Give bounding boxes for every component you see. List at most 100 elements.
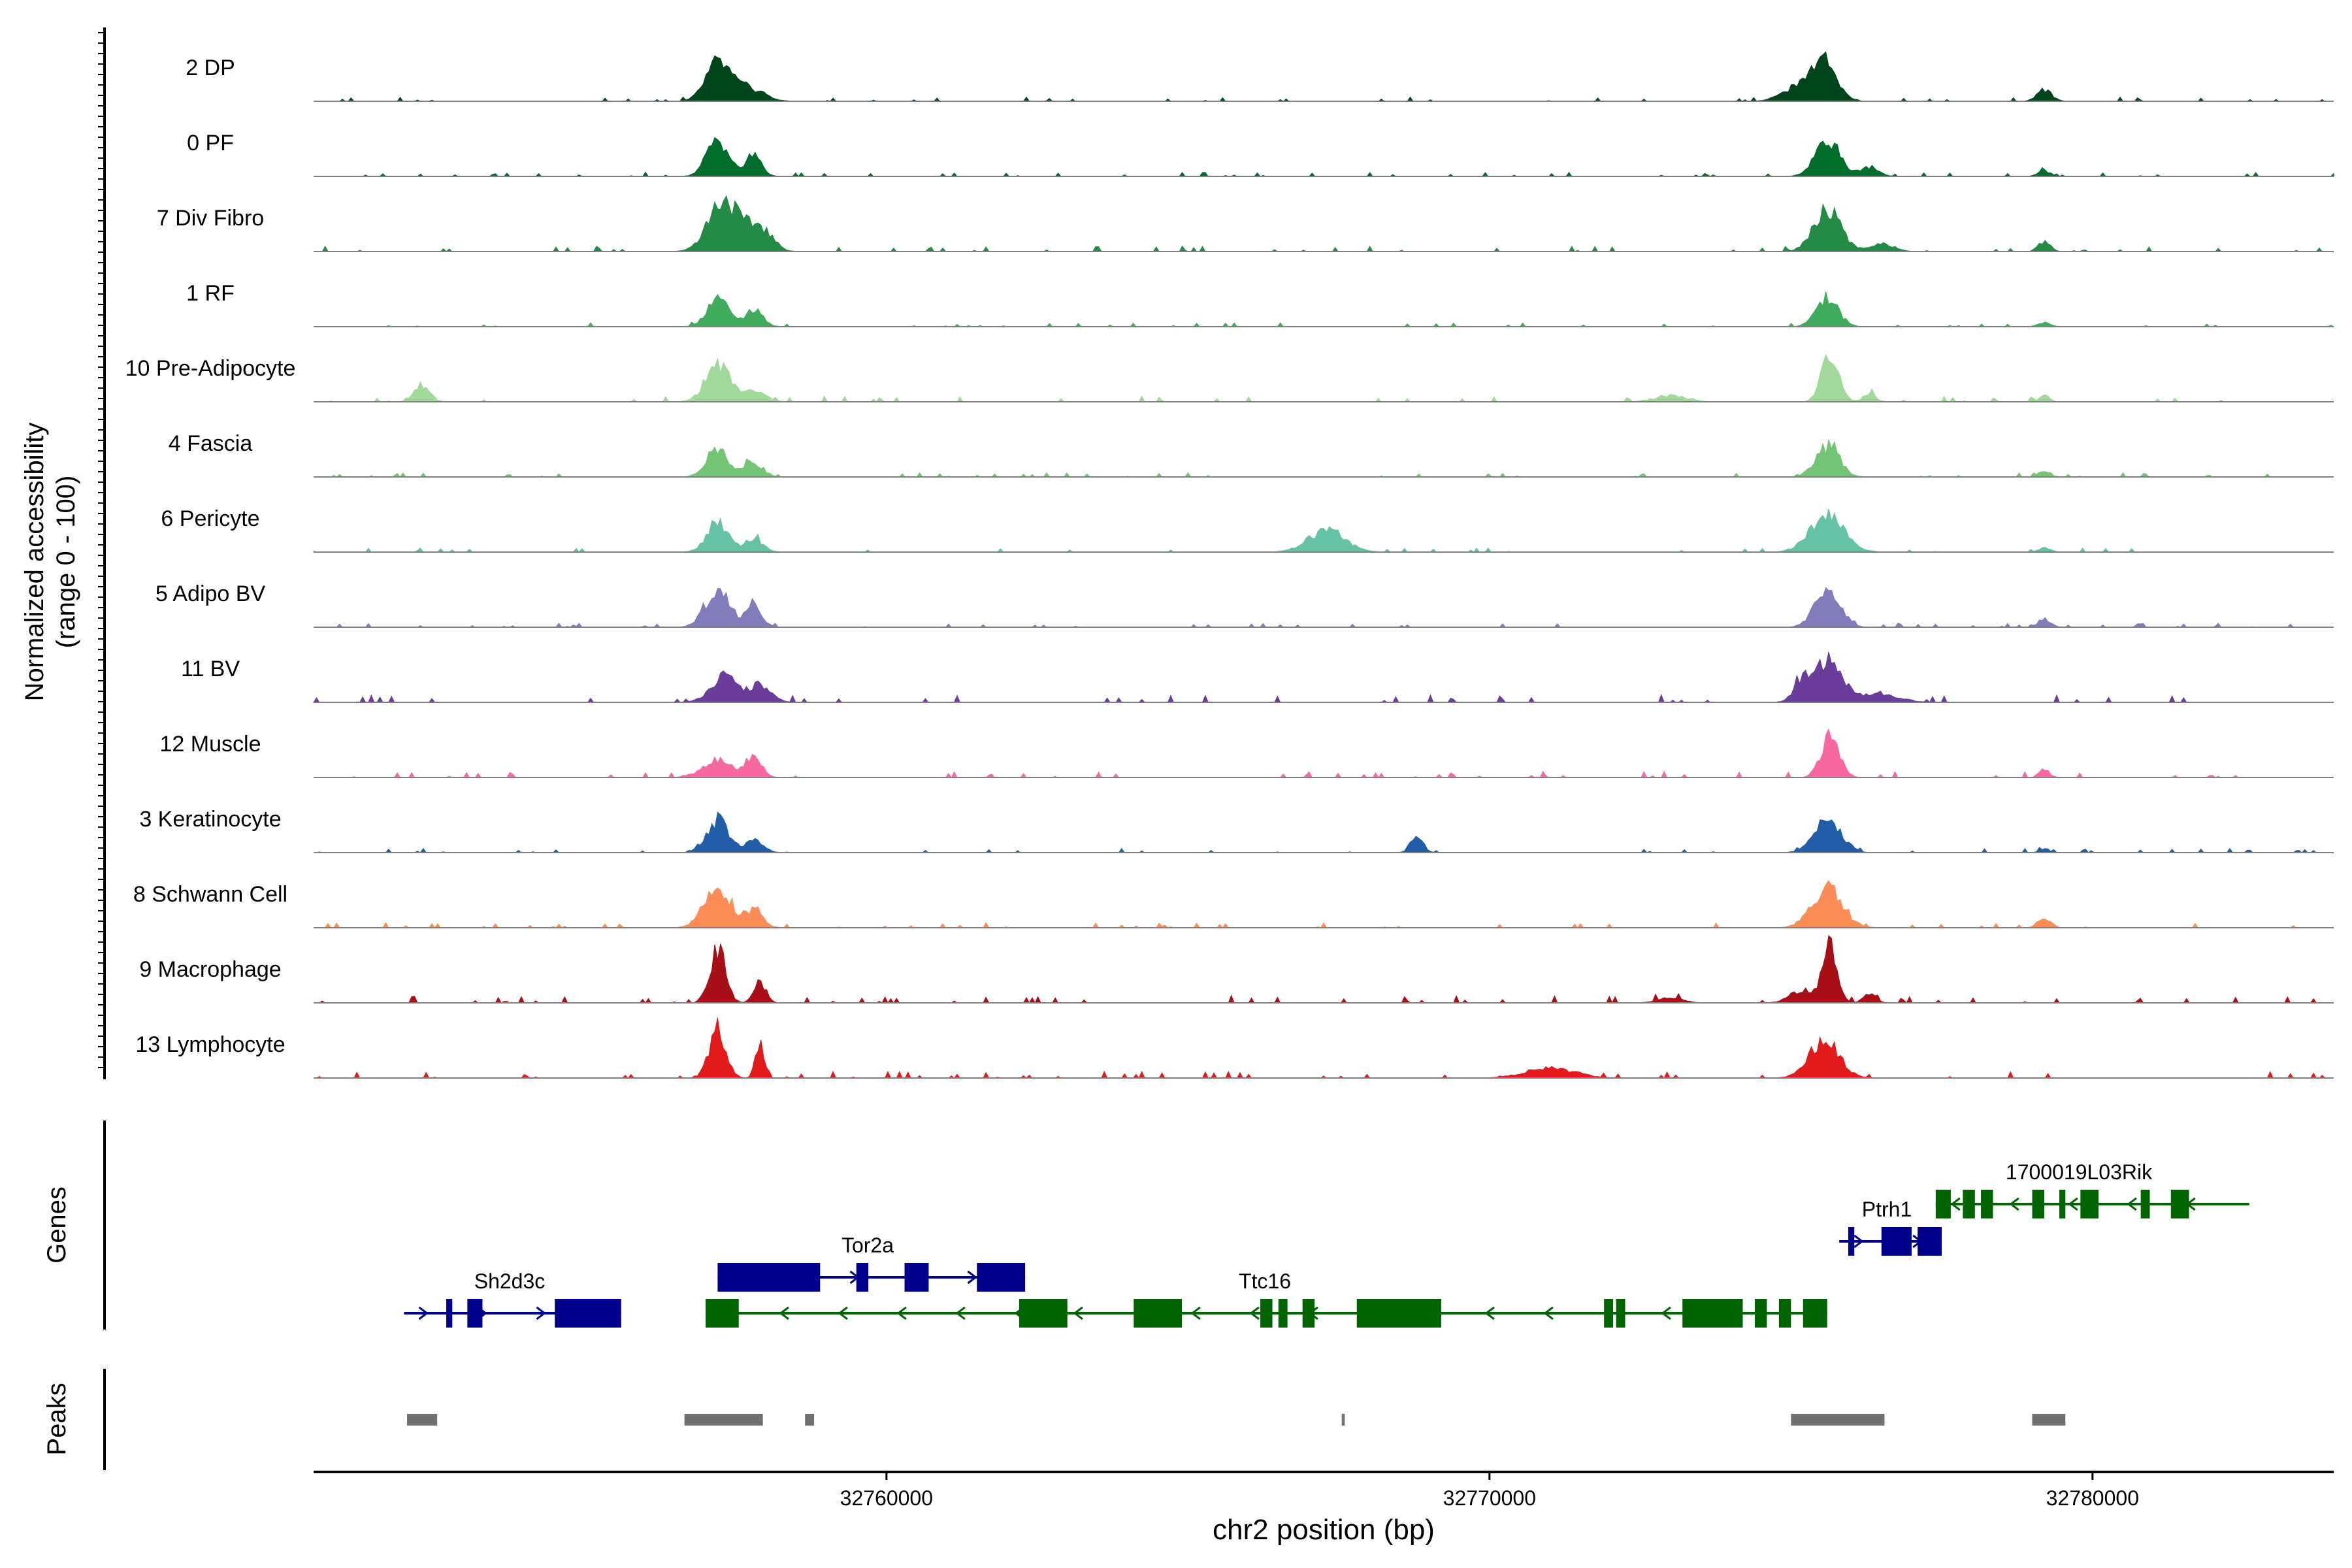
x-tick-label: 32780000	[2046, 1486, 2139, 1510]
gene-model: Ptrh1	[1839, 1198, 1942, 1256]
exon	[1918, 1227, 1942, 1256]
gene-name: 1700019L03Rik	[2006, 1160, 2153, 1184]
peak-region	[1341, 1414, 1345, 1426]
exon	[717, 1263, 821, 1292]
gene-annotation-track: Sh2d3c Tor2a Ttc16 Ptrh1 1700019L03Rik	[404, 1160, 2249, 1328]
coverage-track: 7 Div Fibro	[157, 195, 2334, 252]
strand-arrow	[2127, 1197, 2137, 1211]
coverage-track: 8 Schwann Cell	[133, 880, 2334, 928]
track-label: 6 Pericyte	[161, 506, 259, 531]
track-label: 8 Schwann Cell	[133, 882, 287, 907]
peak-region	[407, 1414, 438, 1426]
strand-arrow	[2009, 1197, 2019, 1211]
strand-arrow	[955, 1306, 966, 1320]
track-label: 12 Muscle	[160, 732, 261, 757]
strand-arrow	[418, 1306, 429, 1320]
exon	[1019, 1299, 1068, 1328]
strand-arrow	[536, 1306, 546, 1320]
gene-model: Sh2d3c	[404, 1269, 621, 1328]
track-label: 11 BV	[181, 657, 240, 681]
track-label: 3 Keratinocyte	[139, 807, 281, 832]
exon	[1935, 1190, 1951, 1218]
coverage-track: 0 PF	[187, 131, 2334, 177]
coverage-area	[314, 934, 2334, 1004]
exon	[1278, 1299, 1288, 1328]
strand-arrow	[1190, 1306, 1201, 1320]
coverage-track: 2 DP	[186, 51, 2334, 102]
coverage-area	[314, 728, 2334, 778]
exon	[1848, 1227, 1855, 1256]
strand-arrow	[1484, 1306, 1495, 1320]
track-label: 10 Pre-Adipocyte	[125, 356, 296, 381]
track-label: 4 Fascia	[169, 431, 253, 456]
coverage-area	[314, 291, 2335, 327]
coverage-area	[313, 508, 2334, 553]
exon	[1616, 1299, 1625, 1328]
coverage-track: 11 BV	[181, 651, 2334, 703]
peak-region	[805, 1414, 815, 1426]
strand-arrow	[1543, 1306, 1554, 1320]
exon	[705, 1299, 739, 1328]
genes-track-label: Genes	[42, 1186, 71, 1264]
strand-arrow	[1950, 1197, 1961, 1211]
track-label: 0 PF	[187, 131, 234, 155]
coverage-track: 1 RF	[186, 281, 2335, 327]
exon	[2059, 1190, 2066, 1218]
exon	[2140, 1190, 2150, 1218]
coverage-area	[314, 587, 2334, 628]
exon	[1754, 1299, 1767, 1328]
coverage-area	[314, 137, 2334, 177]
strand-arrow	[838, 1306, 848, 1320]
strand-arrow	[1661, 1306, 1671, 1320]
track-label: 13 Lymphocyte	[135, 1032, 285, 1057]
exon	[467, 1299, 483, 1328]
gene-name: Ptrh1	[1862, 1198, 1912, 1221]
track-label: 7 Div Fibro	[157, 206, 264, 231]
coverage-y-axis	[98, 27, 106, 1079]
exon	[446, 1299, 453, 1328]
coverage-area	[314, 353, 2334, 402]
gene-model: Tor2a	[717, 1233, 1026, 1292]
x-tick-label: 32770000	[1443, 1486, 1536, 1510]
coverage-track: 10 Pre-Adipocyte	[125, 353, 2334, 402]
strand-arrow	[1249, 1306, 1260, 1320]
coverage-area	[314, 880, 2334, 928]
exon	[1356, 1299, 1441, 1328]
peaks-track-label: Peaks	[42, 1382, 71, 1455]
coverage-track: 5 Adipo BV	[155, 581, 2334, 628]
exon	[1981, 1190, 1993, 1218]
strand-arrow	[1854, 1234, 1864, 1249]
strand-arrow	[2068, 1197, 2078, 1211]
x-tick-label: 32760000	[840, 1486, 933, 1510]
x-axis-label: chr2 position (bp)	[1213, 1514, 1435, 1546]
track-label: 9 Macrophage	[139, 957, 281, 982]
gene-model: 1700019L03Rik	[1935, 1160, 2249, 1218]
gene-name: Ttc16	[1239, 1269, 1291, 1293]
exon	[1302, 1299, 1315, 1328]
exon	[1134, 1299, 1183, 1328]
gene-model: Ttc16	[705, 1269, 1827, 1328]
exon	[2170, 1190, 2189, 1218]
exon	[1260, 1299, 1273, 1328]
strand-arrow	[1073, 1306, 1083, 1320]
track-label: 1 RF	[186, 281, 235, 306]
coverage-area	[314, 51, 2334, 102]
coverage-area	[314, 438, 2334, 478]
coverage-area	[313, 651, 2334, 703]
coverage-tracks: 2 DP 0 PF 7 Div Fibro 1 RF 10 Pre-Adipocyte 4…	[125, 51, 2335, 1079]
coverage-track: 13 Lymphocyte	[135, 1017, 2334, 1079]
track-label: 2 DP	[186, 56, 235, 80]
exon	[1881, 1227, 1912, 1256]
coverage-track: 3 Keratinocyte	[139, 807, 2334, 853]
exon	[1682, 1299, 1743, 1328]
exon	[1778, 1299, 1791, 1328]
coverage-area	[314, 1017, 2334, 1079]
coverage-track: 9 Macrophage	[139, 934, 2334, 1004]
coverage-track: 6 Pericyte	[161, 506, 2334, 553]
coverage-area	[314, 195, 2334, 252]
y-axis-label-line2: (range 0 - 100)	[52, 476, 80, 649]
y-axis-label-line1: Normalized accessibility	[20, 423, 49, 702]
exon	[1803, 1299, 1827, 1328]
coverage-area	[314, 811, 2334, 853]
